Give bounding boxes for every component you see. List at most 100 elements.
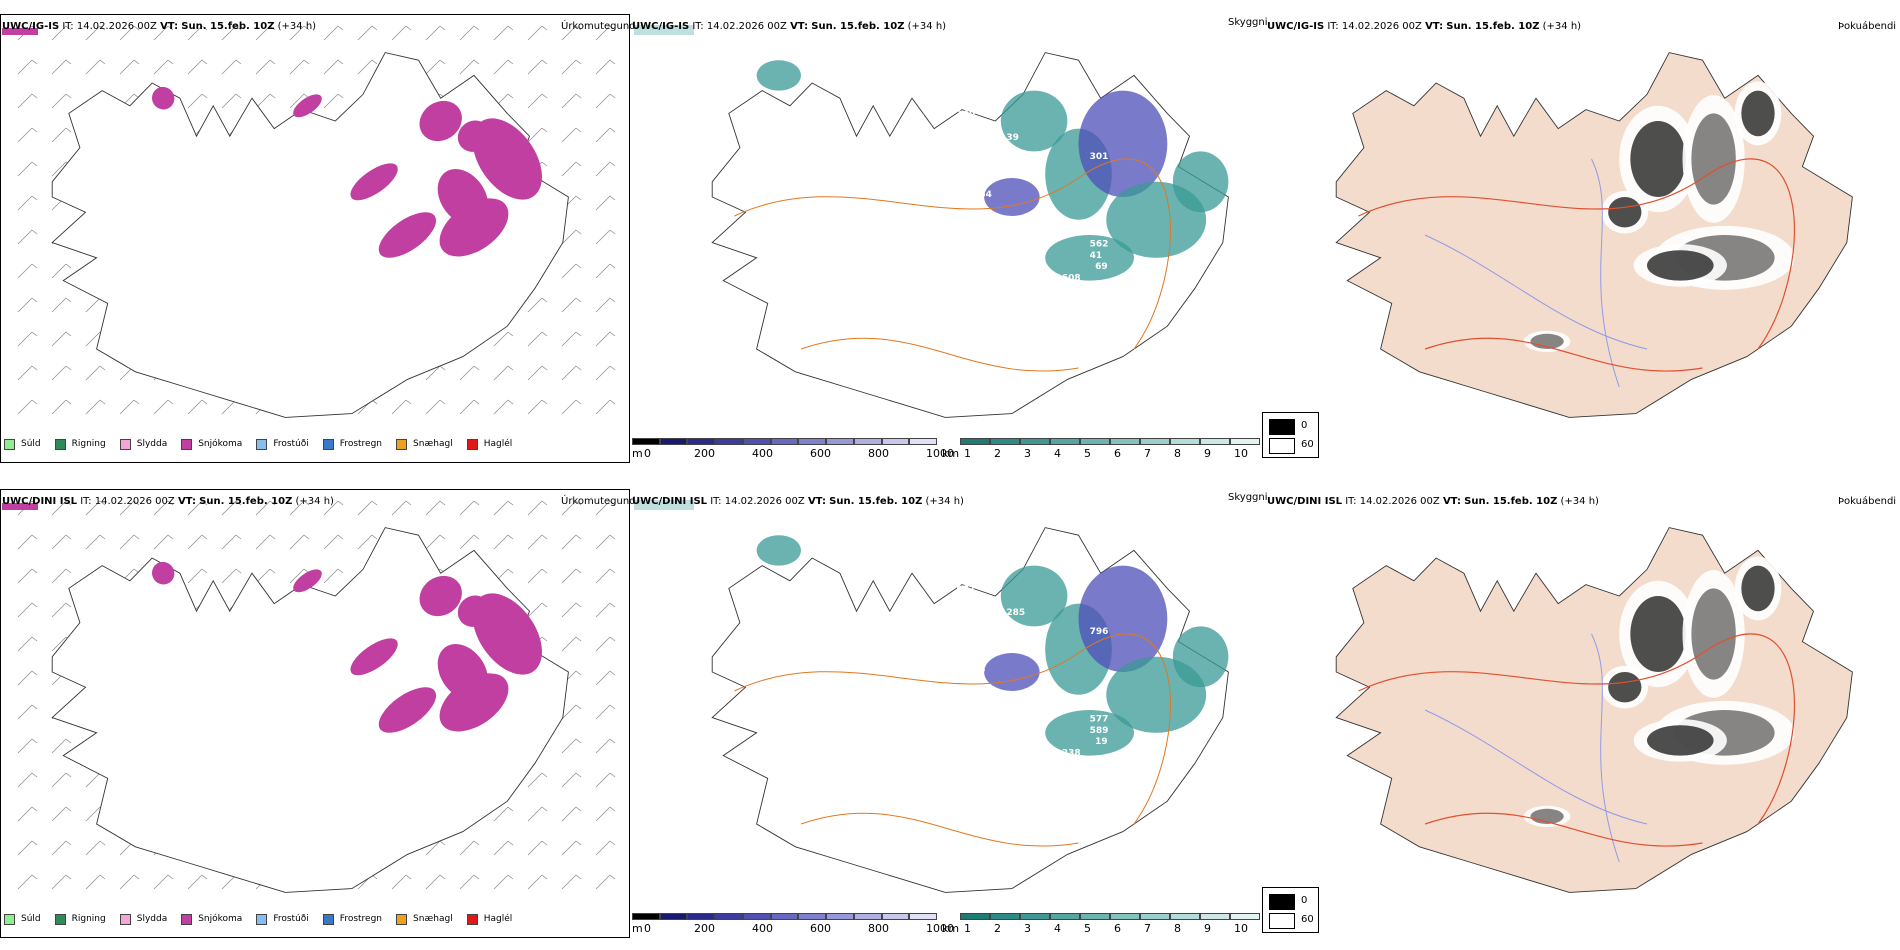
visibility-color-step bbox=[1020, 913, 1050, 920]
cloud-area bbox=[1000, 90, 1068, 152]
legend-item-rigning: Rigning bbox=[54, 913, 106, 925]
river bbox=[1591, 633, 1620, 863]
cloud-base-value: 27 bbox=[873, 190, 886, 200]
legend-item-frostúði: Frostúði bbox=[256, 438, 309, 450]
wind-barb bbox=[595, 840, 616, 856]
wind-barb bbox=[595, 59, 616, 75]
visibility-color-step bbox=[1080, 438, 1110, 445]
wind-barb bbox=[289, 25, 310, 41]
height-color-step bbox=[770, 913, 799, 920]
wind-barb bbox=[51, 331, 72, 347]
legend-label: Snjókoma bbox=[198, 914, 243, 924]
wind-barb bbox=[561, 93, 582, 109]
wind-barb bbox=[425, 59, 446, 75]
visibility-tick: 2 bbox=[994, 447, 1001, 460]
wind-barb bbox=[391, 874, 412, 890]
legend-swatch bbox=[4, 913, 15, 925]
cloud-base-value: 69 bbox=[1095, 262, 1108, 272]
height-color-step bbox=[881, 913, 910, 920]
cloud-base-value: 2 bbox=[934, 186, 940, 196]
visibility-color-step bbox=[1080, 913, 1110, 920]
wind-barb bbox=[187, 500, 208, 516]
wind-barb bbox=[17, 331, 38, 347]
visibility-color-step bbox=[1050, 913, 1080, 920]
fog-key-low-value: 60 bbox=[1301, 914, 1314, 925]
wind-barb bbox=[51, 874, 72, 890]
forecast-row-ig-is: UWC/IG-IS IT: 14.02.2026 00Z VT: Sun. 15… bbox=[0, 0, 1896, 475]
fog-areas bbox=[1523, 556, 1795, 828]
cloud-base-value: 188 bbox=[873, 665, 892, 675]
wind-barb bbox=[17, 568, 38, 584]
wind-barb bbox=[493, 874, 514, 890]
wind-barb bbox=[153, 399, 174, 415]
cloud-base-value: 135 bbox=[968, 285, 987, 295]
legend-label: Frostregn bbox=[339, 439, 383, 449]
river-lines bbox=[1424, 633, 1648, 863]
cloud-areas bbox=[634, 500, 1229, 756]
fog-map bbox=[1335, 52, 1853, 418]
cloud-area bbox=[1045, 234, 1134, 281]
wind-barb bbox=[493, 534, 514, 550]
precip-map bbox=[2, 500, 616, 893]
wind-barb bbox=[459, 874, 480, 890]
road bbox=[734, 158, 1171, 372]
wind-barb bbox=[561, 840, 582, 856]
snowfall-areas bbox=[2, 28, 542, 258]
visibility-label: Skyggni bbox=[1228, 17, 1268, 28]
precip-legend: Súld Rigning Slydda Snjókoma Frostúði Frostre… bbox=[4, 437, 526, 451]
cloud-base-value: 262 bbox=[1084, 699, 1103, 709]
legend-swatch bbox=[396, 913, 408, 925]
wind-barb bbox=[255, 568, 276, 584]
wind-barb bbox=[595, 602, 616, 618]
wind-barb bbox=[51, 840, 72, 856]
height-color-step bbox=[770, 438, 799, 445]
legend-item-haglél: Haglél bbox=[466, 438, 512, 450]
wind-barb bbox=[561, 263, 582, 279]
cloud-area bbox=[634, 500, 694, 510]
cloud-base-value: 43 bbox=[962, 220, 975, 230]
visibility-panel: 77 200 39 301 27 207 2 464 43 510 562 41 207 69 608 174… bbox=[632, 0, 1268, 475]
wind-barb bbox=[187, 874, 208, 890]
precip-map-frame bbox=[0, 14, 630, 463]
wind-barb bbox=[595, 331, 616, 347]
visibility-color-step bbox=[1140, 438, 1170, 445]
cloud-base-value: 510 bbox=[1084, 224, 1103, 234]
snow-area bbox=[152, 86, 175, 110]
height-tick: 200 bbox=[694, 447, 715, 460]
wind-barb bbox=[595, 297, 616, 313]
wind-barb bbox=[595, 25, 616, 41]
snow-area bbox=[439, 198, 509, 257]
visibility-color-step bbox=[990, 913, 1020, 920]
height-color-step bbox=[742, 438, 771, 445]
wind-barb bbox=[493, 25, 514, 41]
wind-barb bbox=[51, 59, 72, 75]
wind-barb bbox=[561, 602, 582, 618]
wind-barb bbox=[357, 534, 378, 550]
wind-barb bbox=[561, 127, 582, 143]
wind-barb bbox=[595, 195, 616, 211]
precip-type-label: Úrkomutegund bbox=[561, 496, 636, 507]
wind-barb bbox=[391, 500, 412, 516]
wind-barb bbox=[153, 534, 174, 550]
legend-label: Rigning bbox=[71, 914, 106, 924]
legend-label: Snæhagl bbox=[413, 439, 453, 449]
wind-barb bbox=[493, 365, 514, 381]
legend-item-frostregn: Frostregn bbox=[322, 913, 382, 925]
height-color-step bbox=[826, 438, 854, 445]
river-lines bbox=[1424, 158, 1648, 388]
cloud-base-value: 35 bbox=[973, 665, 986, 675]
precip-map bbox=[2, 25, 616, 418]
wind-barb bbox=[187, 59, 208, 75]
wind-barb bbox=[595, 161, 616, 177]
precip-title: UWC/IG-IS IT: 14.02.2026 00Z VT: Sun. 15… bbox=[2, 21, 317, 32]
wind-barb bbox=[595, 534, 616, 550]
visibility-tick: 9 bbox=[1204, 447, 1211, 460]
wind-barb bbox=[17, 602, 38, 618]
wind-barb bbox=[255, 500, 276, 516]
snow-area bbox=[2, 503, 38, 510]
cloud-base-value: 270 bbox=[901, 764, 920, 774]
iceland-coastline bbox=[51, 52, 569, 418]
precip-map-frame bbox=[0, 489, 630, 938]
fog-title: UWC/DINI ISL IT: 14.02.2026 00Z VT: Sun.… bbox=[1267, 496, 1599, 507]
